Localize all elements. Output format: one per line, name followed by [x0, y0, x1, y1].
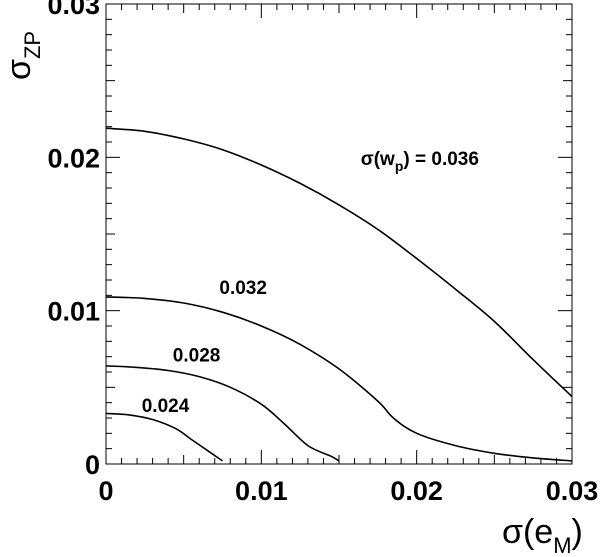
- series-line-2: [105, 365, 340, 462]
- y-axis-ticks: [106, 3, 572, 465]
- y-tick-label: 0.03: [47, 0, 100, 20]
- x-tick-label: 0.01: [235, 476, 288, 506]
- x-axis-title: σ(eM): [502, 513, 583, 557]
- y-axis-tick-labels: 0 0.01 0.02 0.03: [47, 0, 100, 480]
- series-labels: σ(wp) = 0.036 0.032 0.028 0.024: [142, 149, 479, 417]
- x-axis-tick-labels: 0 0.01 0.02 0.03: [98, 476, 598, 506]
- series-label-2: 0.028: [173, 345, 221, 366]
- series-label-1: 0.032: [219, 278, 267, 299]
- x-axis-ticks: [105, 4, 573, 464]
- x-tick-label: 0: [98, 476, 113, 506]
- y-tick-label: 0: [85, 450, 100, 480]
- series-curves: [105, 127, 573, 462]
- x-tick-label: 0.03: [546, 476, 599, 506]
- series-label-0: σ(wp) = 0.036: [361, 149, 479, 174]
- series-line-1: [105, 296, 573, 462]
- series-line-0: [105, 127, 573, 398]
- series-line-3: [105, 412, 223, 462]
- x-tick-label: 0.02: [390, 476, 443, 506]
- y-axis-title: σZP: [0, 31, 45, 80]
- series-label-3: 0.024: [142, 396, 190, 417]
- y-tick-label: 0.01: [47, 297, 100, 327]
- y-tick-label: 0.02: [47, 143, 100, 173]
